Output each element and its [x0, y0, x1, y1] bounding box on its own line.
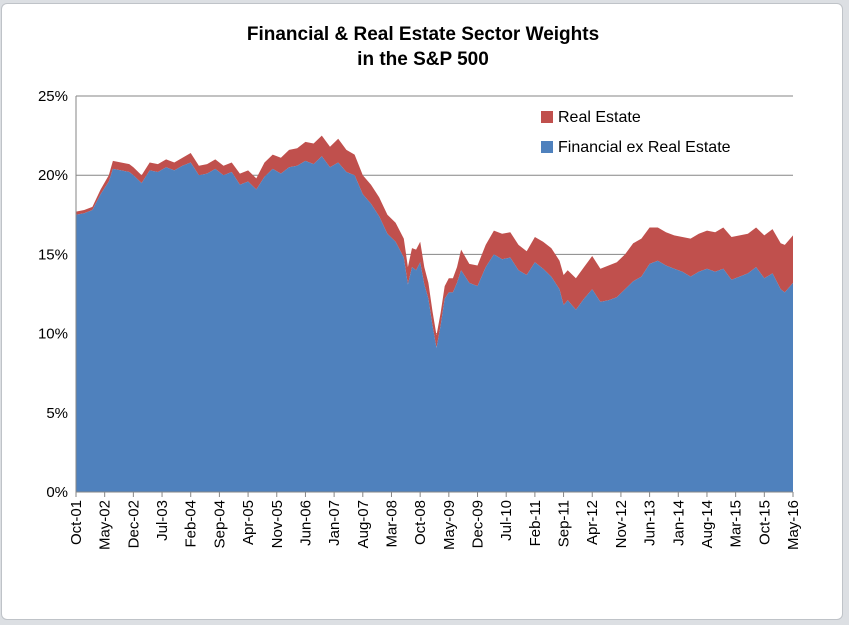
series-area-real-estate [76, 135, 793, 348]
x-tick-label: May-02 [97, 500, 114, 550]
x-tick-label: Oct-15 [756, 500, 773, 545]
x-tick-label: Jan-14 [670, 500, 687, 546]
x-tick-label: Mar-08 [383, 500, 400, 548]
x-tick-label: Dec-09 [470, 500, 487, 548]
x-tick-label: Aug-07 [355, 500, 372, 548]
y-tick-label: 0% [46, 484, 68, 501]
x-tick-label: Sep-04 [211, 500, 228, 548]
x-tick-label: Oct-01 [68, 500, 85, 545]
x-tick-label: Feb-04 [183, 500, 200, 548]
x-tick-label: Jul-03 [154, 500, 171, 541]
x-tick-label: Jun-13 [642, 500, 659, 546]
x-tick-label: Oct-08 [412, 500, 429, 545]
legend-financial-ex-real-estate-label: Financial ex Real Estate [558, 139, 731, 156]
x-tick-label: Dec-02 [125, 500, 142, 548]
chart-title: Financial & Real Estate Sector Weights i… [2, 22, 844, 72]
x-tick-label: Sep-11 [556, 500, 573, 547]
x-tick-label: Aug-14 [699, 500, 716, 548]
x-tick-label: May-16 [785, 500, 802, 550]
x-tick-label: Apr-12 [584, 500, 601, 545]
y-tick-label: 25% [38, 88, 68, 105]
x-tick-label: Apr-05 [240, 500, 257, 545]
chart-title-line-2: in the S&P 500 [357, 49, 489, 70]
y-tick-label: 10% [38, 326, 68, 343]
chart-plot: 0% 5% 10% 15% 20% 25% Oct-01 May-02 Dec-02 Jul-03… [38, 88, 802, 550]
chart-frame: Financial & Real Estate Sector Weights i… [1, 3, 843, 620]
x-tick-label: Jan-07 [326, 500, 343, 546]
legend-real-estate-swatch [541, 111, 553, 123]
x-tick-label: Feb-11 [527, 500, 544, 546]
x-tick-label: May-09 [441, 500, 458, 550]
y-tick-label: 20% [38, 167, 68, 184]
legend-financial-ex-real-estate-swatch [541, 141, 553, 153]
x-tick-label: Nov-12 [613, 500, 630, 548]
y-tick-label: 5% [46, 405, 68, 422]
x-tick-label: Jul-10 [498, 500, 515, 541]
legend-real-estate-label: Real Estate [558, 109, 641, 126]
x-tick-label: Mar-15 [728, 500, 745, 548]
series-area-financial-ex-real-estate [76, 156, 793, 492]
x-tick-label: Nov-05 [269, 500, 286, 548]
y-tick-label: 15% [38, 246, 68, 263]
chart-title-line-1: Financial & Real Estate Sector Weights [246, 24, 600, 45]
x-tick-label: Jun-06 [297, 500, 314, 546]
